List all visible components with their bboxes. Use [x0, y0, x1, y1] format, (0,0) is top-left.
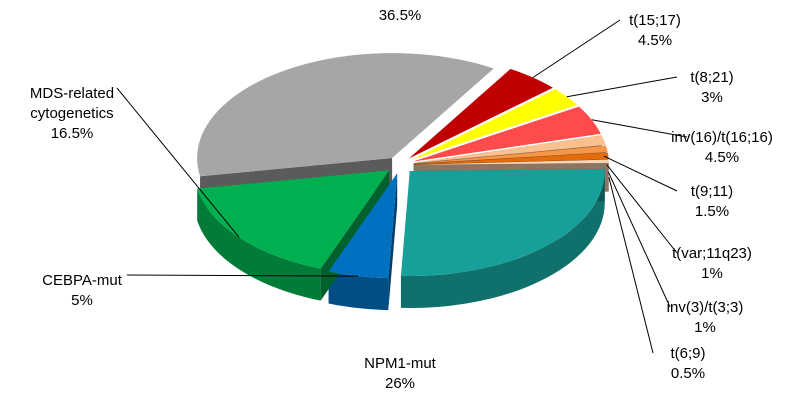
value-label: 26% — [385, 375, 415, 392]
category-label: t(6;9) — [670, 345, 705, 362]
category-label: t(15;17) — [629, 12, 681, 29]
category-label-line: CEBPA-mut — [42, 272, 123, 289]
category-label: CEBPA-mut — [42, 272, 123, 289]
category-label-line: t(8;21) — [690, 69, 733, 86]
leader-line — [566, 76, 678, 98]
slice-side — [328, 271, 389, 311]
category-label: t(8;21) — [690, 69, 733, 86]
leader-line — [126, 274, 358, 277]
category-label-line: t(9;11) — [691, 183, 733, 200]
value-label: 4.5% — [705, 149, 739, 166]
category-label: t(var;11q23) — [672, 245, 752, 262]
slice — [413, 152, 609, 165]
value-label: 3% — [701, 89, 723, 106]
slice — [412, 106, 601, 162]
slice — [197, 170, 390, 269]
value-label: 0.5% — [671, 365, 705, 382]
value-label: 36.5% — [379, 7, 422, 24]
slice — [413, 145, 608, 164]
category-label-line: inv(3)/t(3;3) — [667, 299, 744, 316]
value-label: 4.5% — [638, 32, 672, 49]
value-label: 1% — [701, 265, 723, 282]
leader-line — [532, 19, 621, 78]
slice — [197, 53, 494, 177]
category-label-line: NPM1-mut — [364, 355, 437, 372]
slice-side — [197, 188, 321, 301]
category-label: inv(3)/t(3;3) — [667, 299, 744, 316]
leader-line — [116, 87, 240, 238]
value-label: 1% — [694, 319, 716, 336]
leader-line — [606, 164, 678, 254]
slice — [328, 173, 398, 279]
slice-side — [400, 171, 605, 309]
category-label-line: MDS-related — [30, 85, 114, 102]
slice — [411, 89, 578, 160]
slice — [413, 135, 606, 164]
value-label: 16.5% — [51, 125, 94, 142]
category-label-line: inv(16)/t(16;16) — [671, 129, 773, 146]
category-label-line: cytogenetics — [30, 105, 113, 122]
value-label: 5% — [71, 292, 93, 309]
slice — [413, 159, 609, 165]
leader-line — [603, 155, 678, 192]
category-label: t(9;11) — [691, 183, 733, 200]
slice — [400, 169, 605, 277]
slice-face — [388, 173, 398, 311]
leader-line — [607, 171, 671, 308]
category-label-line: t(6;9) — [670, 345, 705, 362]
slice — [408, 68, 553, 159]
category-label-line: t(var;11q23) — [672, 245, 752, 262]
leader-line — [591, 119, 688, 138]
leader-line — [608, 177, 654, 354]
category-label-line: t(15;17) — [629, 12, 681, 29]
category-label: inv(16)/t(16;16) — [671, 129, 773, 146]
category-label: MDS-related cytogenetics — [30, 85, 114, 122]
value-label: 1.5% — [695, 203, 729, 220]
category-label: NPM1-mut — [364, 355, 437, 372]
